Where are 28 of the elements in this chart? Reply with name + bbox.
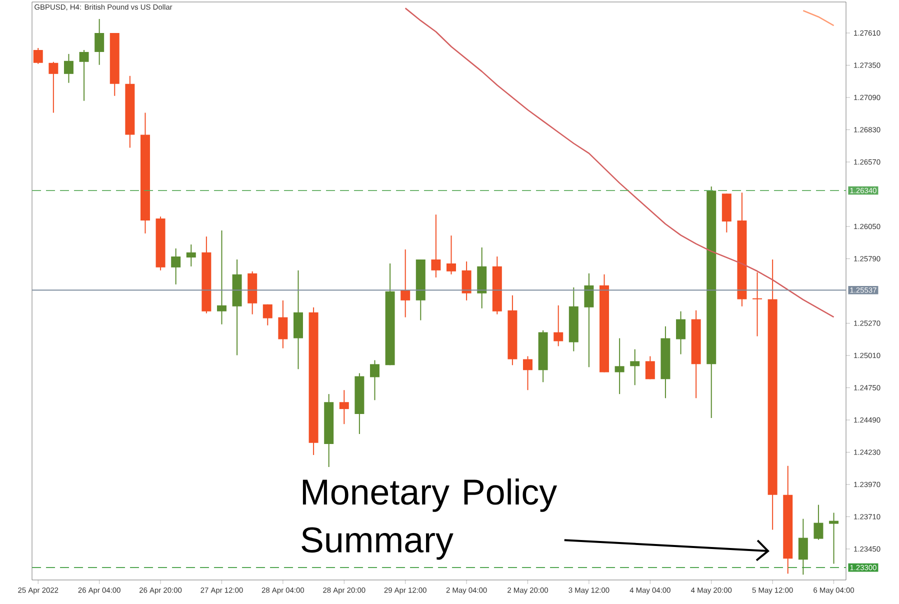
candlestick — [446, 235, 456, 275]
candlestick — [94, 18, 104, 66]
candlestick — [798, 518, 808, 576]
candlestick — [829, 512, 839, 564]
candlestick — [278, 300, 288, 349]
candlestick — [584, 272, 594, 368]
candlestick — [523, 356, 532, 391]
candlestick — [431, 214, 441, 278]
candlestick — [64, 53, 74, 84]
annotation: Monetary Policy Summary — [302, 478, 558, 560]
candlestick — [33, 48, 43, 64]
candlestick — [339, 390, 349, 425]
candlestick — [630, 348, 640, 386]
candlestick — [814, 504, 824, 540]
candlestick — [186, 244, 196, 267]
candlestick — [645, 356, 655, 380]
candlestick — [752, 272, 762, 337]
candlestick — [614, 338, 624, 395]
candlestick — [400, 248, 410, 318]
candlestick — [171, 248, 181, 285]
candlestick — [48, 61, 58, 114]
candlestick — [262, 304, 272, 326]
candlestick — [370, 360, 380, 401]
candlestick — [79, 49, 89, 102]
candlestick — [216, 230, 226, 325]
candlestick — [554, 304, 564, 347]
candlestick — [676, 310, 686, 355]
candlestick — [462, 260, 472, 301]
